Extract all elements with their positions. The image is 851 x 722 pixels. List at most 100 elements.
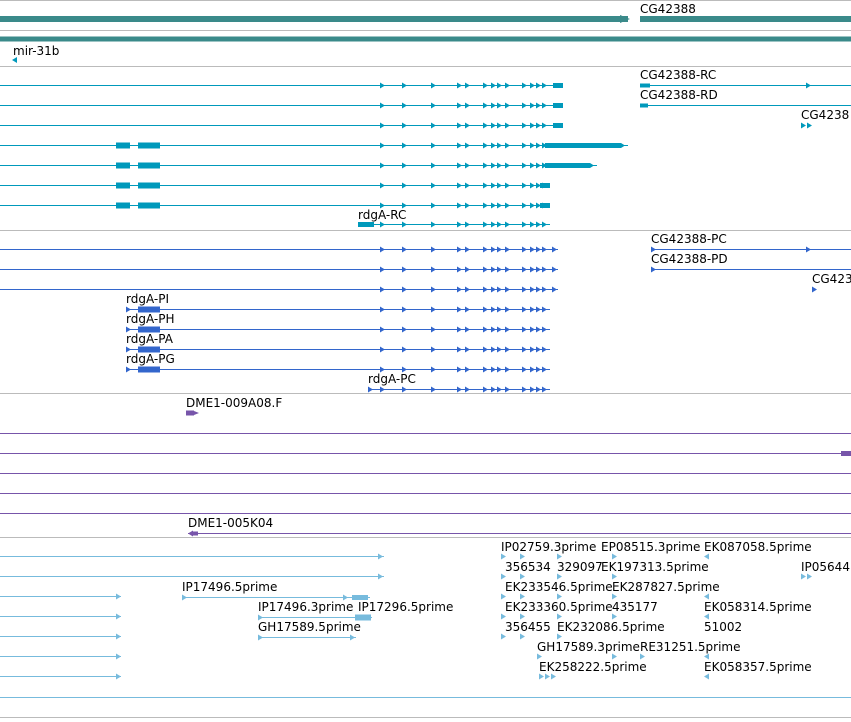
- strand-arrow: [402, 246, 407, 253]
- strand-arrow: [497, 82, 502, 89]
- strand-arrow: [505, 326, 510, 333]
- est-label-ip17496-5prime[interactable]: IP17496.5prime: [182, 580, 278, 594]
- strand-arrow: [536, 122, 541, 129]
- est-label-ek232086[interactable]: EK232086.5prime: [557, 620, 665, 634]
- strand-arrow: [465, 221, 470, 228]
- strand-arrow: [491, 221, 496, 228]
- exon-block: [192, 531, 198, 536]
- est-label-ip05644[interactable]: IP05644: [801, 560, 850, 574]
- protein-label-rdga-pa[interactable]: rdgA-PA: [126, 332, 173, 346]
- est-label-ek233360[interactable]: EK233360.5prime: [505, 600, 613, 614]
- strand-arrow: [505, 221, 510, 228]
- strand-arrow: [557, 633, 562, 640]
- strand-arrow: [505, 306, 510, 313]
- est-label-gh17589-3prime[interactable]: GH17589.3prime: [537, 640, 640, 654]
- strand-arrow: [483, 162, 488, 169]
- est-label-356455[interactable]: 356455: [505, 620, 551, 634]
- strand-arrow: [431, 82, 436, 89]
- transcript-label-cg42388-rd[interactable]: CG42388-RD: [640, 88, 718, 102]
- strand-arrow: [530, 182, 535, 189]
- strand-arrow: [465, 266, 470, 273]
- strand-arrow: [431, 386, 436, 393]
- exon-block: [553, 103, 563, 108]
- est-label-gh17589-5prime[interactable]: GH17589.5prime: [258, 620, 361, 634]
- exon-block: [545, 163, 594, 168]
- protein-label-rdga-pi[interactable]: rdgA-PI: [126, 292, 170, 306]
- protein-label-rdga-pg[interactable]: rdgA-PG: [126, 352, 175, 366]
- est-label-ek287827[interactable]: EK287827.5prime: [612, 580, 720, 594]
- est-label-ep08515[interactable]: EP08515.3prime: [601, 540, 701, 554]
- protein-label-rdga-ph[interactable]: rdgA-PH: [126, 312, 175, 326]
- est-label-re31251[interactable]: RE31251.5prime: [640, 640, 741, 654]
- strand-arrow: [612, 573, 617, 580]
- transcript-label-cg42388-rc[interactable]: CG42388-RC: [640, 68, 717, 82]
- strand-arrow: [465, 286, 470, 293]
- strand-arrow: [497, 306, 502, 313]
- protein-label-cg423[interactable]: CG423: [812, 272, 851, 286]
- strand-arrow: [530, 162, 535, 169]
- strand-arrow: [530, 82, 535, 89]
- est-label-ek058357[interactable]: EK058357.5prime: [704, 660, 812, 674]
- strand-arrow: [501, 633, 506, 640]
- strand-arrow: [704, 553, 709, 560]
- gene-label-cg42388[interactable]: CG42388: [640, 2, 696, 16]
- strand-arrow: [542, 346, 547, 353]
- strand-arrow: [497, 142, 502, 149]
- est-label-ip02759[interactable]: IP02759.3prime: [501, 540, 597, 554]
- exon-block: [640, 83, 650, 88]
- strand-arrow: [457, 102, 462, 109]
- strand-arrow: [542, 82, 547, 89]
- transcript-label-rdga-rc[interactable]: rdgA-RC: [358, 208, 407, 222]
- strand-arrow: [522, 162, 527, 169]
- clone-label-dme1-005k04[interactable]: DME1-005K04: [188, 516, 274, 530]
- est-label-ek258222[interactable]: EK258222.5prime: [539, 660, 647, 674]
- protein-label-cg42388-pc[interactable]: CG42388-PC: [651, 232, 727, 246]
- strand-arrow: [402, 221, 407, 228]
- strand-arrow: [612, 653, 617, 660]
- strand-arrow: [522, 346, 527, 353]
- strand-arrow: [465, 142, 470, 149]
- strand-arrow: [491, 202, 496, 209]
- est-label-ip17296[interactable]: IP17296.5prime: [358, 600, 454, 614]
- strand-arrow: [536, 82, 541, 89]
- strand-arrow: [530, 266, 535, 273]
- strand-arrow: [126, 326, 131, 333]
- strand-arrow: [520, 613, 525, 620]
- gene-label-mir-31b[interactable]: mir-31b: [13, 44, 60, 58]
- strand-arrow: [431, 286, 436, 293]
- strand-arrow: [380, 246, 385, 253]
- est-label-ek197313[interactable]: EK197313.5prime: [601, 560, 709, 574]
- strand-arrow: [483, 326, 488, 333]
- strand-arrow: [126, 346, 131, 353]
- strand-arrow: [116, 633, 121, 640]
- strand-arrow: [505, 346, 510, 353]
- strand-arrow: [542, 102, 547, 109]
- strand-arrow: [491, 122, 496, 129]
- transcript-label-cg4238[interactable]: CG4238: [801, 108, 850, 122]
- strand-arrow: [497, 386, 502, 393]
- strand-arrow: [483, 306, 488, 313]
- est-label-329097[interactable]: 329097: [557, 560, 603, 574]
- strand-arrow: [457, 366, 462, 373]
- strand-arrow: [612, 613, 617, 620]
- strand-arrow: [497, 366, 502, 373]
- strand-arrow: [182, 594, 187, 601]
- strand-arrow: [380, 306, 385, 313]
- est-label-435177[interactable]: 435177: [612, 600, 658, 614]
- strand-arrow: [651, 246, 656, 253]
- strand-arrow: [457, 386, 462, 393]
- est-label-ek233546[interactable]: EK233546.5prime: [505, 580, 613, 594]
- est-label-ip17496-3prime[interactable]: IP17496.3prime: [258, 600, 354, 614]
- est-label-ek058314[interactable]: EK058314.5prime: [704, 600, 812, 614]
- strand-arrow: [194, 411, 199, 415]
- protein-label-cg42388-pd[interactable]: CG42388-PD: [651, 252, 728, 266]
- est-label-ek087058[interactable]: EK087058.5prime: [704, 540, 812, 554]
- strand-arrow: [497, 326, 502, 333]
- strand-arrow: [431, 162, 436, 169]
- est-label-51002[interactable]: 51002: [704, 620, 743, 634]
- clone-label-dme1-009a08[interactable]: DME1-009A08.F: [186, 396, 283, 410]
- protein-label-rdga-pc[interactable]: rdgA-PC: [368, 372, 416, 386]
- est-label-356534[interactable]: 356534: [505, 560, 551, 574]
- strand-arrow: [557, 593, 562, 600]
- strand-arrow: [431, 326, 436, 333]
